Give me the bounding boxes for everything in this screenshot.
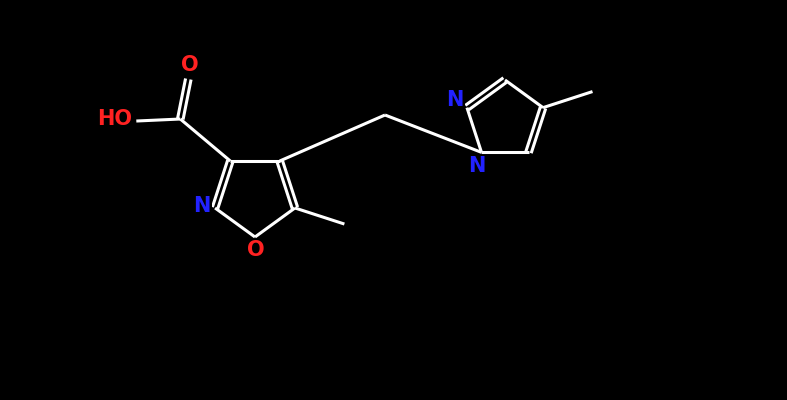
Text: O: O [247,240,264,260]
Text: N: N [194,196,211,216]
Text: N: N [467,156,485,176]
Text: HO: HO [97,109,131,129]
Text: O: O [180,55,198,75]
Text: N: N [446,90,464,110]
